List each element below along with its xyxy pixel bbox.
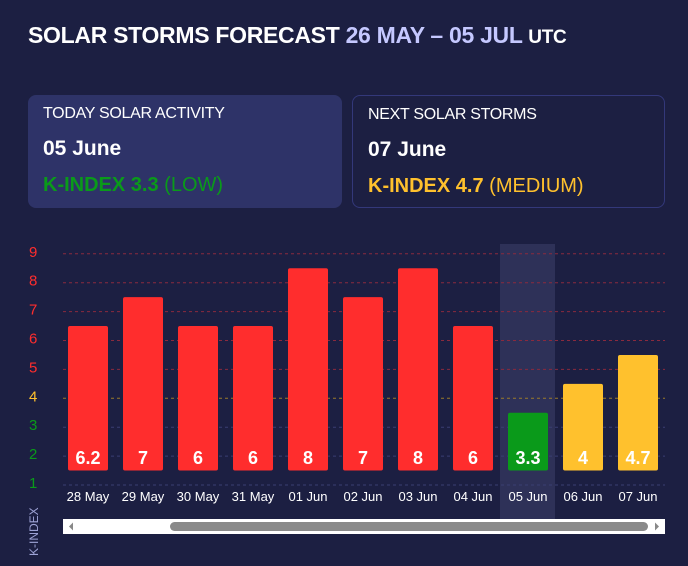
y-tick-label: 4 bbox=[29, 388, 37, 405]
bar-value-label: 7 bbox=[358, 448, 368, 468]
x-tick-label: 01 Jun bbox=[288, 489, 327, 504]
y-axis-label: K-INDEX bbox=[27, 507, 41, 556]
bar[interactable] bbox=[123, 297, 163, 471]
bar[interactable] bbox=[343, 297, 383, 471]
bar-value-label: 6 bbox=[468, 448, 478, 468]
bar-value-label: 3.3 bbox=[515, 448, 540, 468]
x-tick-label: 05 Jun bbox=[508, 489, 547, 504]
y-tick-label: 8 bbox=[29, 273, 37, 290]
bar-value-label: 6 bbox=[193, 448, 203, 468]
bar[interactable] bbox=[508, 412, 548, 471]
x-tick-label: 07 Jun bbox=[618, 489, 657, 504]
bar[interactable] bbox=[398, 268, 438, 471]
bar[interactable] bbox=[563, 383, 603, 471]
bar-value-label: 8 bbox=[413, 448, 423, 468]
bar-value-label: 6 bbox=[248, 448, 258, 468]
bar-value-label: 7 bbox=[138, 448, 148, 468]
y-tick-label: 7 bbox=[29, 302, 37, 319]
y-tick-label: 2 bbox=[29, 446, 37, 463]
kindex-value: K-INDEX 4.7 bbox=[368, 175, 484, 197]
card-label: TODAY SOLAR ACTIVITY bbox=[43, 105, 225, 122]
kindex-level: (LOW) bbox=[164, 174, 224, 196]
card-kindex: K-INDEX 3.3 (LOW) bbox=[43, 174, 327, 197]
bar[interactable] bbox=[68, 326, 108, 471]
timezone: UTC bbox=[528, 27, 567, 48]
kindex-value: K-INDEX 3.3 bbox=[43, 174, 159, 196]
title-text: SOLAR STORMS FORECAST bbox=[28, 22, 340, 48]
bar-value-label: 4 bbox=[578, 448, 588, 468]
x-tick-label: 30 May bbox=[177, 489, 220, 504]
date-range: 26 MAY – 05 JUL bbox=[345, 22, 523, 48]
bar-value-label: 6.2 bbox=[75, 448, 100, 468]
bar-value-label: 4.7 bbox=[625, 448, 650, 468]
scroll-left-arrow-icon[interactable] bbox=[69, 522, 73, 531]
x-tick-label: 29 May bbox=[122, 489, 165, 504]
scrollbar-thumb[interactable] bbox=[170, 522, 648, 531]
y-tick-label: 5 bbox=[29, 359, 37, 376]
page-title: SOLAR STORMS FORECAST 26 MAY – 05 JUL UT… bbox=[28, 22, 567, 49]
today-activity-card: TODAY SOLAR ACTIVITY 05 June K-INDEX 3.3… bbox=[28, 95, 342, 208]
card-label: NEXT SOLAR STORMS bbox=[368, 106, 537, 123]
x-tick-label: 28 May bbox=[67, 489, 110, 504]
x-tick-label: 03 Jun bbox=[398, 489, 437, 504]
card-date: 05 June bbox=[43, 137, 122, 160]
bar[interactable] bbox=[453, 326, 493, 471]
today-highlight bbox=[500, 244, 555, 520]
y-tick-label: 9 bbox=[29, 244, 37, 261]
bar[interactable] bbox=[233, 326, 273, 471]
card-kindex: K-INDEX 4.7 (MEDIUM) bbox=[368, 175, 649, 198]
y-tick-label: 3 bbox=[29, 417, 37, 434]
scroll-right-arrow-icon[interactable] bbox=[655, 522, 659, 531]
next-storms-card: NEXT SOLAR STORMS 07 June K-INDEX 4.7 (M… bbox=[352, 95, 665, 208]
x-tick-label: 31 May bbox=[232, 489, 275, 504]
y-tick-label: 1 bbox=[29, 475, 37, 492]
x-tick-label: 06 Jun bbox=[563, 489, 602, 504]
x-tick-label: 02 Jun bbox=[343, 489, 382, 504]
bar[interactable] bbox=[178, 326, 218, 471]
bar-value-label: 8 bbox=[303, 448, 313, 468]
y-tick-label: 6 bbox=[29, 331, 37, 348]
bar[interactable] bbox=[618, 354, 658, 471]
card-date: 07 June bbox=[368, 138, 447, 161]
kindex-level: (MEDIUM) bbox=[489, 175, 584, 197]
horizontal-scrollbar[interactable] bbox=[63, 519, 665, 534]
bar[interactable] bbox=[288, 268, 328, 471]
x-tick-label: 04 Jun bbox=[453, 489, 492, 504]
